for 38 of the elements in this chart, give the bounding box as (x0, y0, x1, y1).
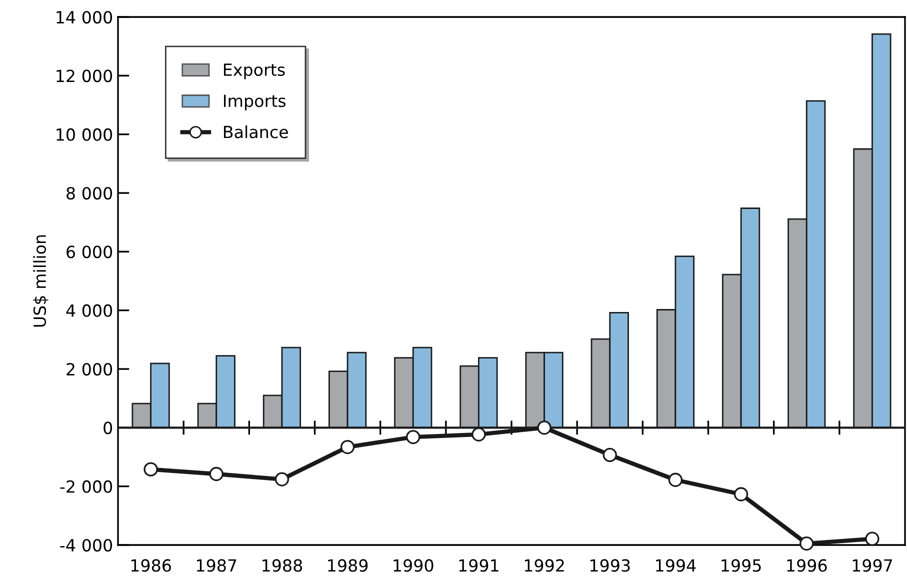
legend-label: Imports (224, 94, 286, 110)
point (472, 427, 486, 442)
y-tick-label: 12 000 (56, 70, 112, 82)
point (274, 472, 290, 486)
point (734, 487, 748, 502)
point (340, 440, 355, 454)
x-tick-label: 1995 (722, 559, 761, 572)
y-tick-label: 10 000 (56, 128, 112, 141)
y-tick-label: -4 000 (60, 538, 112, 552)
y-tick-label: 4 000 (66, 304, 112, 317)
y-tick-label: 2 000 (66, 362, 112, 376)
y-tick-label: 14 000 (56, 10, 112, 24)
x-tick-label: 1986 (131, 559, 171, 572)
legend-label: Balance (224, 125, 288, 138)
point (209, 466, 224, 482)
point (602, 448, 617, 462)
y-axis-title: US$ million (33, 235, 48, 327)
x-tick-label: 1990 (394, 559, 434, 572)
point (668, 472, 683, 487)
x-tick-label: 1994 (656, 559, 696, 572)
x-tick-label: 1989 (328, 559, 368, 572)
y-tick-label: -2 000 (60, 480, 112, 493)
point (537, 420, 552, 435)
legend-label: Exports (224, 64, 285, 80)
point (800, 536, 814, 551)
point (865, 532, 880, 546)
x-tick-label: 1991 (459, 559, 498, 572)
x-tick-label: 1988 (262, 559, 302, 572)
x-tick-label: 1996 (787, 559, 827, 572)
x-tick-label: 1992 (524, 559, 564, 572)
y-tick-label: 6 000 (66, 246, 112, 258)
point (144, 462, 158, 476)
x-tick-label: 1993 (590, 559, 630, 572)
y-tick-label: 8 000 (66, 186, 112, 200)
point (406, 430, 420, 444)
x-tick-label: 1997 (852, 559, 892, 572)
x-tick-label: 1987 (196, 559, 236, 572)
y-tick-label: 0 (104, 422, 112, 434)
